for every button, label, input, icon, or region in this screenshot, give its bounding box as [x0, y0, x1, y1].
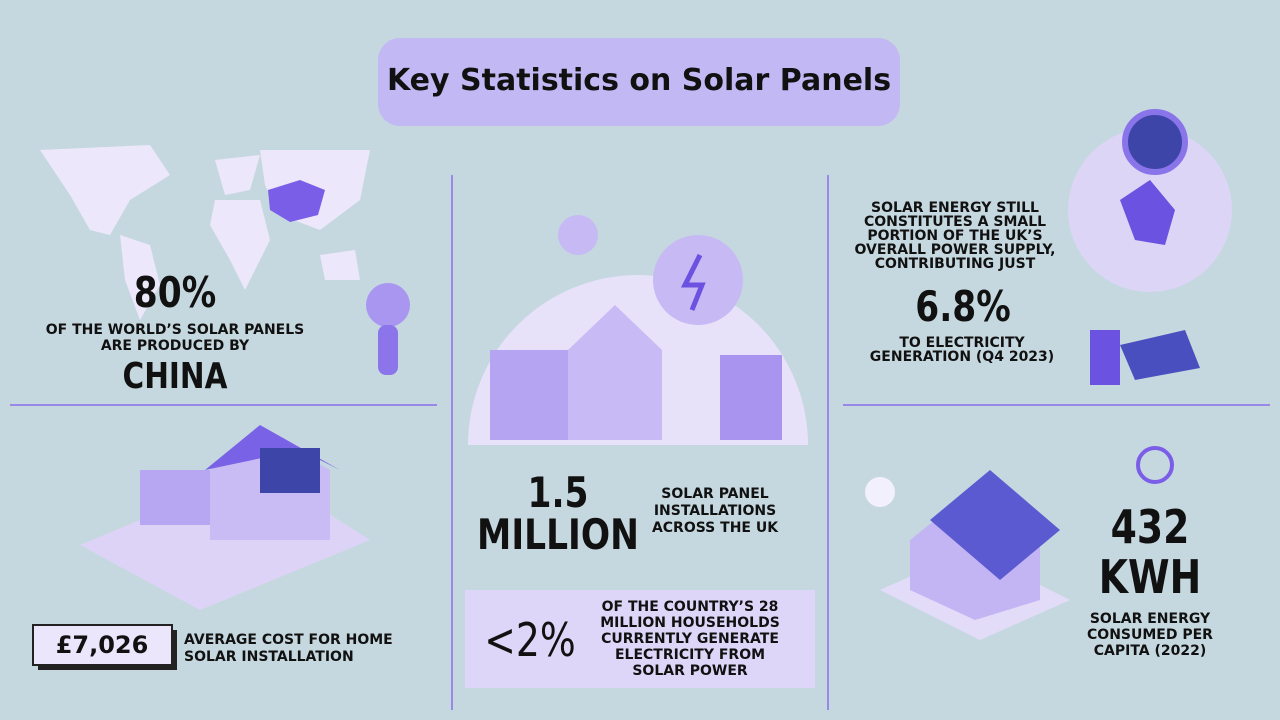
stat-text: GENERATION (Q4 2023): [869, 349, 1055, 365]
china-shape: [268, 180, 325, 222]
stat-text: SOLAR ENERGY STILL: [871, 200, 1039, 216]
stat-text: PORTION OF THE UK’S: [867, 228, 1043, 244]
stat-value: 432: [1110, 500, 1190, 554]
sun: [558, 215, 598, 255]
lamp: [865, 477, 895, 507]
stat-text: ARE PRODUCED BY: [100, 338, 250, 354]
stat-text: SOLAR POWER: [632, 663, 748, 679]
bulb: [653, 235, 743, 325]
stat-text: CAPITA (2022): [1093, 643, 1207, 659]
stat-text: OF THE COUNTRY’S 28: [601, 599, 779, 615]
stat-text: MILLION HOUSEHOLDS: [600, 615, 780, 631]
cost-box: [32, 624, 173, 666]
stat-value: KWH: [1098, 550, 1202, 604]
stat-text: TO ELECTRICITY: [899, 335, 1025, 351]
uk-shape: [1120, 180, 1175, 245]
stat-text: CONSTITUTES A SMALL: [863, 214, 1047, 230]
stat-text: ELECTRICITY FROM: [614, 647, 766, 663]
bulb: [366, 283, 410, 327]
title-box: [378, 38, 900, 126]
stat-text: SOLAR ENERGY: [1089, 611, 1211, 627]
stat-value: MILLION: [477, 510, 639, 559]
house: [490, 350, 570, 440]
stat-value: 6.8%: [915, 282, 1011, 331]
stat-country: CHINA: [122, 356, 228, 397]
stat-text: SOLAR PANEL: [661, 486, 769, 502]
stat-text: CURRENTLY GENERATE: [601, 631, 779, 647]
stat-value: 80%: [133, 268, 217, 317]
house-left: [80, 425, 370, 610]
bulb-base: [378, 325, 398, 375]
bolt: [680, 253, 706, 311]
stat-text: OF THE WORLD’S SOLAR PANELS: [45, 322, 305, 338]
stat-value: £7,026: [55, 631, 149, 659]
panel: [1120, 330, 1200, 380]
battery: [1090, 330, 1120, 385]
stat-text: CONTRIBUTING JUST: [874, 256, 1036, 272]
leaf-icon: [1136, 446, 1174, 484]
stat-text: INSTALLATIONS: [653, 503, 777, 519]
title: Key Statistics on Solar Panels: [386, 63, 892, 98]
stat-value: <2%: [484, 613, 576, 667]
stat-text: ACROSS THE UK: [651, 520, 779, 536]
roof-panels: [930, 470, 1060, 580]
uk-flag-pin: [1122, 109, 1188, 175]
meter: [720, 355, 782, 440]
households-box: [465, 590, 815, 688]
house: [568, 305, 662, 440]
stat-text: AVERAGE COST FOR HOME: [184, 632, 393, 648]
stat-text: OVERALL POWER SUPPLY,: [854, 242, 1056, 258]
stat-text: CONSUMED PER: [1087, 627, 1213, 643]
stat-value: 1.5: [527, 468, 589, 517]
stat-text: SOLAR INSTALLATION: [184, 649, 354, 665]
